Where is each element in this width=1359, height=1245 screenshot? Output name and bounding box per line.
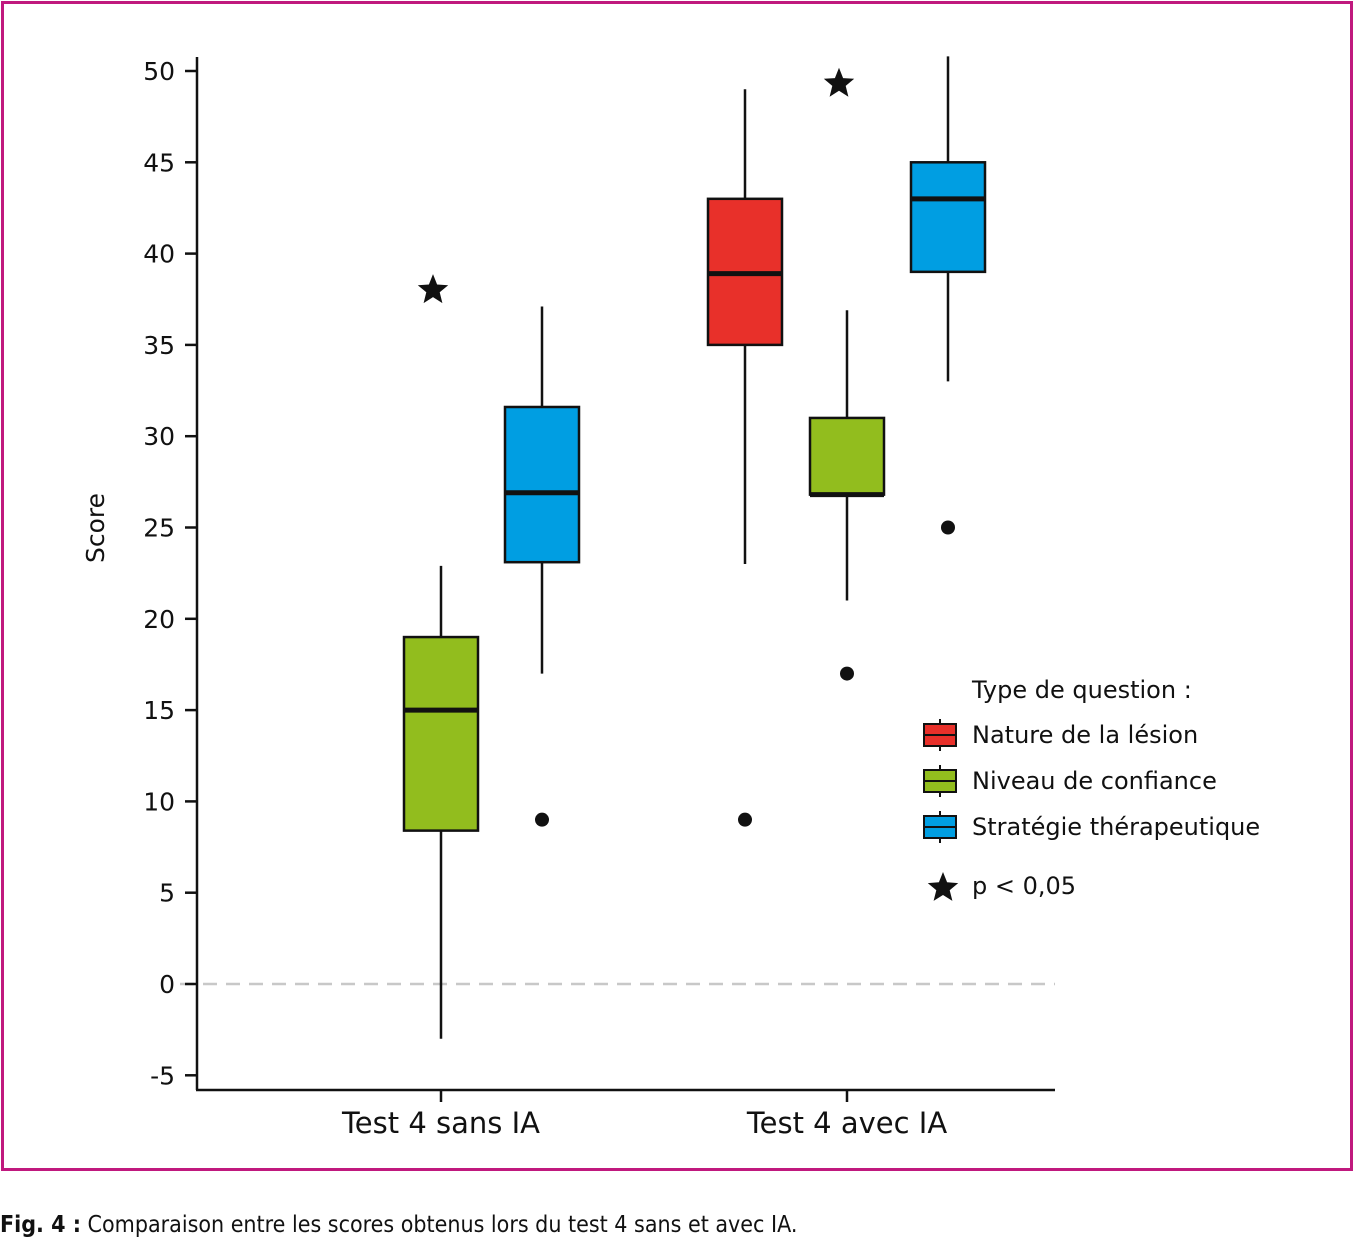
y-tick-label: 45 bbox=[143, 148, 175, 177]
outlier-point bbox=[738, 812, 752, 827]
x-category-label: Test 4 avec IA bbox=[746, 1106, 947, 1140]
outlier-point bbox=[535, 812, 549, 827]
box-body bbox=[909, 161, 987, 274]
y-tick-label: 15 bbox=[143, 696, 175, 725]
y-tick-label: 50 bbox=[143, 57, 175, 86]
caption-text: Comparaison entre les scores obtenus lor… bbox=[80, 1212, 798, 1238]
outlier-point bbox=[840, 666, 854, 681]
plot-area bbox=[402, 56, 987, 1039]
box-strat-gie-th-rapeutique bbox=[503, 306, 581, 827]
caption-label: Fig. 4 : bbox=[0, 1212, 81, 1238]
y-tick-label: 40 bbox=[143, 240, 175, 269]
outlier-point bbox=[941, 520, 955, 535]
y-tick-label: 35 bbox=[143, 331, 175, 360]
y-tick-label: 20 bbox=[143, 605, 175, 634]
significance-star bbox=[417, 274, 449, 304]
y-tick-label: -5 bbox=[150, 1061, 175, 1090]
box-strat-gie-th-rapeutique bbox=[909, 56, 987, 535]
y-tick-label: 10 bbox=[143, 787, 175, 816]
legend-title: Type de question : bbox=[971, 676, 1192, 704]
x-axis: Test 4 sans IA Test 4 avec IA bbox=[196, 1088, 1055, 1140]
legend-significance-label: p < 0,05 bbox=[972, 872, 1076, 900]
significance-star bbox=[823, 67, 855, 97]
y-tick-label: 30 bbox=[143, 422, 175, 451]
box-body bbox=[808, 416, 886, 496]
y-axis-title: Score bbox=[81, 493, 110, 563]
legend-label: Stratégie thérapeutique bbox=[972, 813, 1260, 841]
figure-caption: Fig. 4 : Comparaison entre les scores ob… bbox=[0, 1212, 797, 1238]
box-niveau-de-confiance bbox=[808, 67, 886, 681]
y-tick-label: 0 bbox=[159, 970, 175, 999]
box-body bbox=[503, 405, 581, 564]
figure-frame bbox=[1, 1, 1353, 1171]
y-tick-label: 5 bbox=[159, 879, 175, 908]
box-nature-de-la-l-sion bbox=[706, 89, 784, 827]
y-tick-label: 25 bbox=[143, 514, 175, 543]
box-niveau-de-confiance bbox=[402, 274, 480, 1039]
legend-star-icon bbox=[927, 872, 959, 901]
legend: Type de question : Nature de la lésion Ni… bbox=[923, 676, 1260, 901]
box-body bbox=[402, 635, 480, 832]
legend-label: Nature de la lésion bbox=[972, 721, 1198, 749]
legend-label: Niveau de confiance bbox=[972, 767, 1217, 795]
x-category-label: Test 4 sans IA bbox=[341, 1106, 540, 1140]
